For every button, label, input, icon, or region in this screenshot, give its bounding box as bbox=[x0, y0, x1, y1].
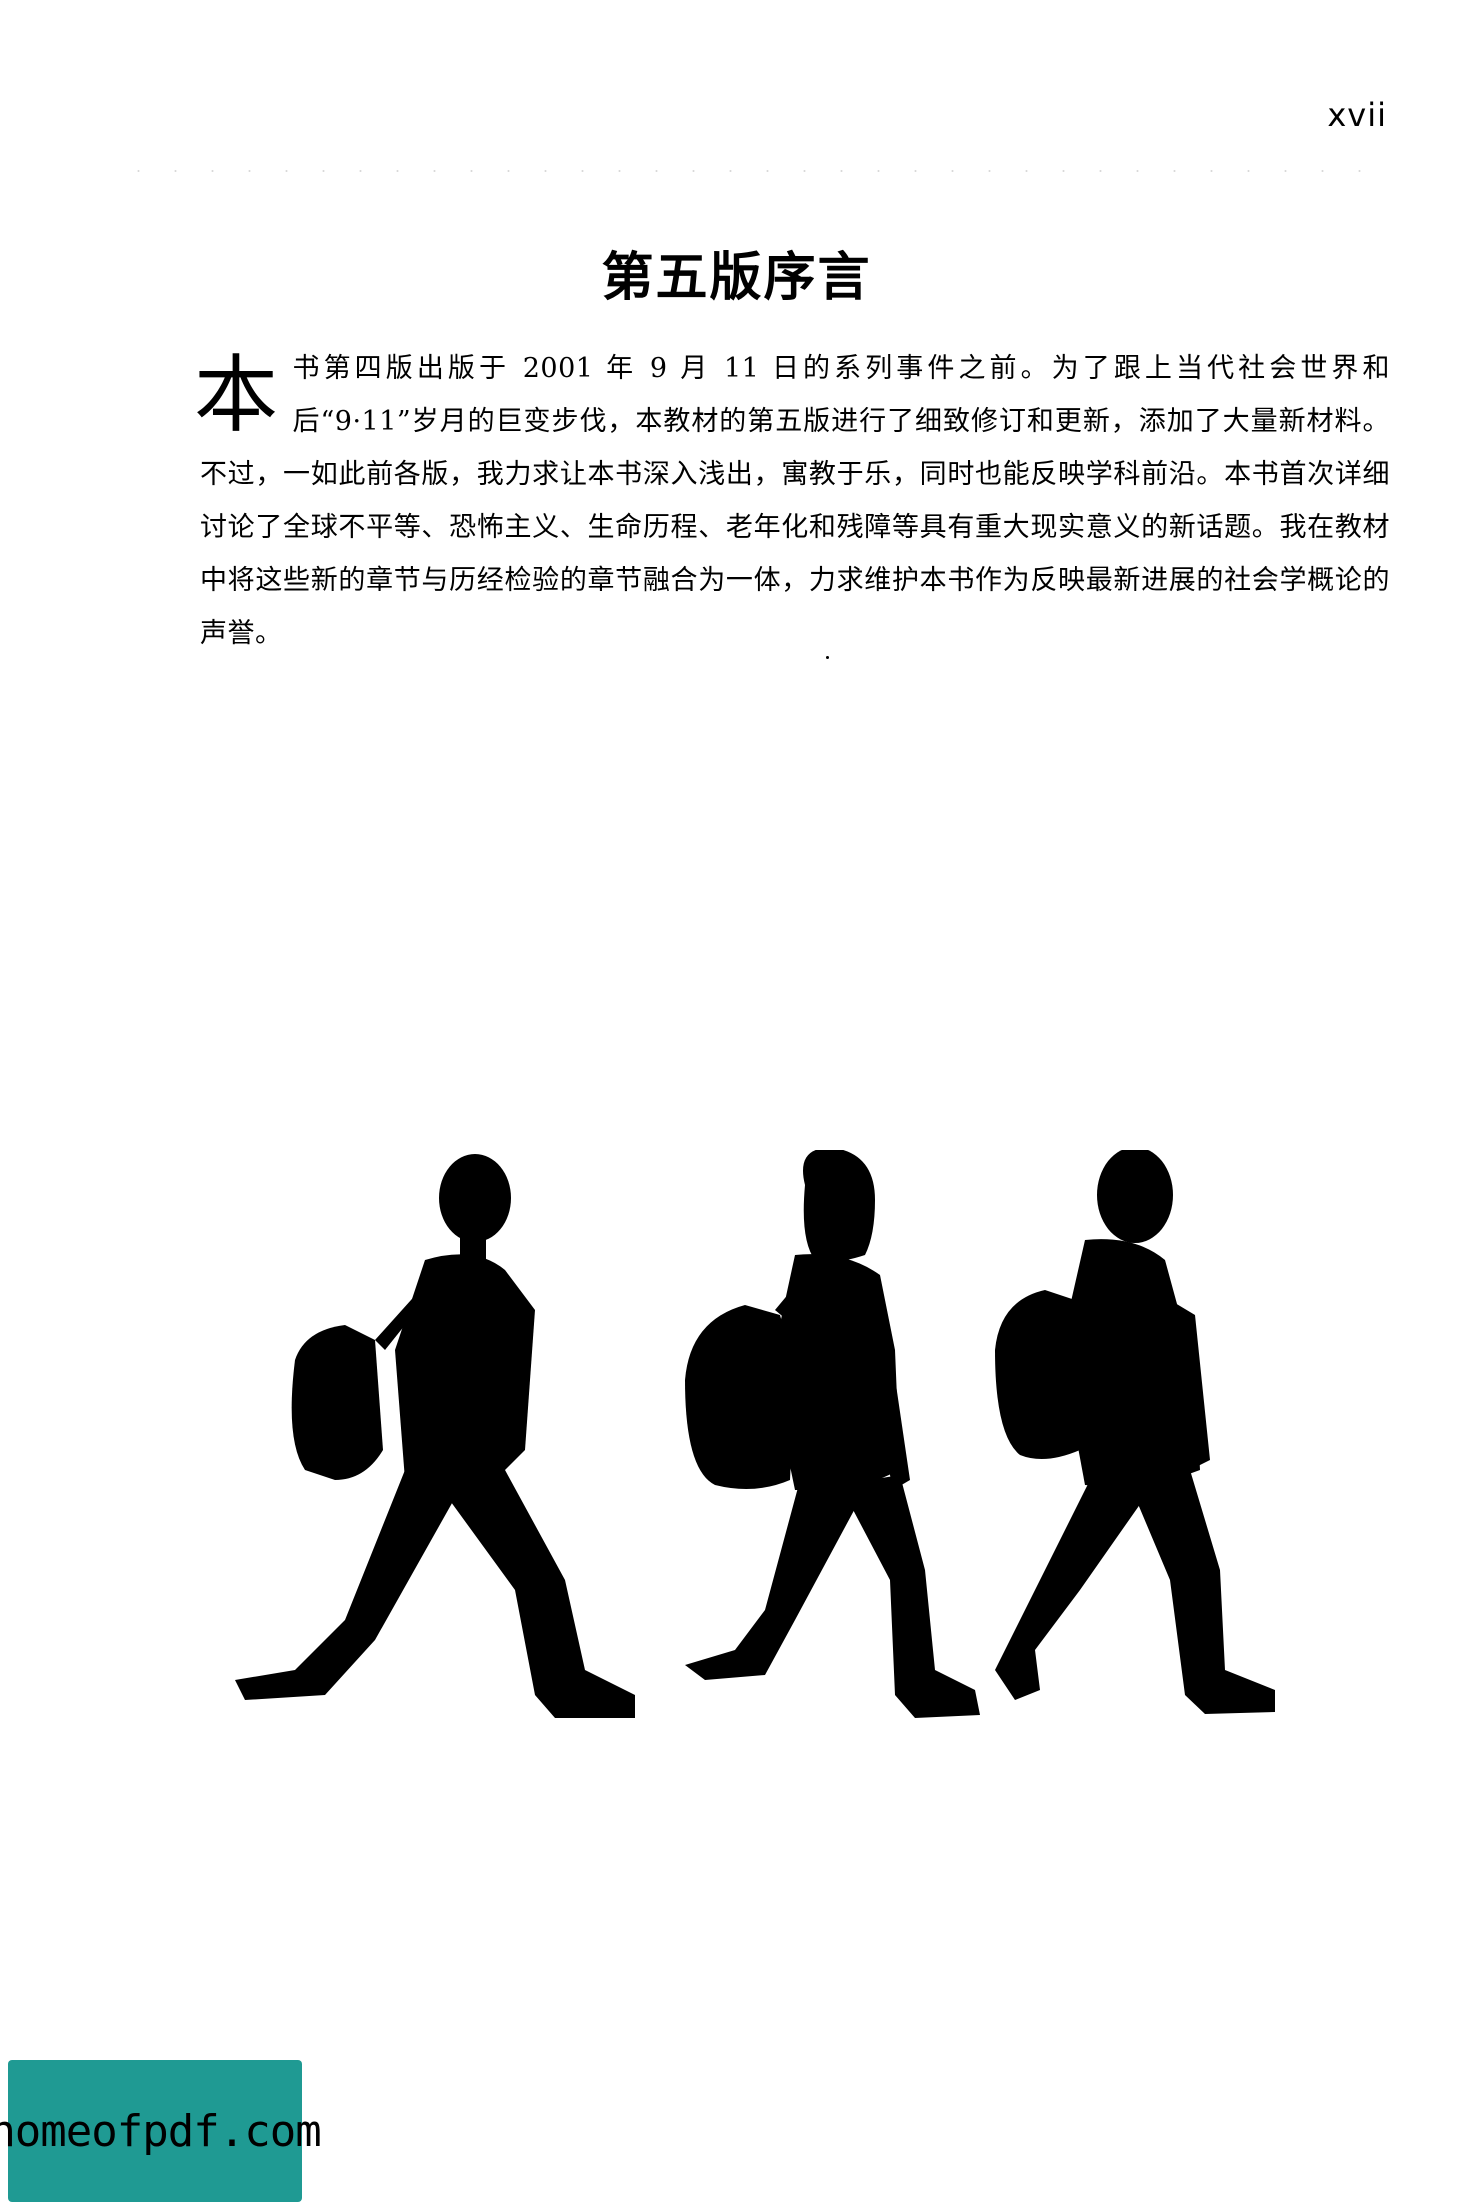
watermark-badge[interactable]: homeofpdf.com bbox=[0, 2060, 322, 2202]
drop-cap: 本 bbox=[194, 346, 279, 444]
preface-body-text: 书第四版出版于 2001 年 9 月 11 日的系列事件之前。为了跟上当代社会世… bbox=[200, 353, 1390, 649]
silhouette-student-1 bbox=[235, 1154, 635, 1718]
scan-speck bbox=[826, 656, 829, 659]
silhouette-student-3 bbox=[995, 1150, 1275, 1714]
preface-paragraph: 本 书第四版出版于 2001 年 9 月 11 日的系列事件之前。为了跟上当代社… bbox=[194, 342, 1390, 660]
page-number: xvii bbox=[1327, 96, 1387, 134]
page-title: 第五版序言 bbox=[601, 246, 872, 308]
silhouette-student-2 bbox=[685, 1150, 980, 1718]
scan-noise-line bbox=[120, 170, 1380, 172]
walking-students-silhouettes-icon bbox=[235, 1150, 1275, 1718]
watermark-text: homeofpdf.com bbox=[0, 2105, 322, 2157]
